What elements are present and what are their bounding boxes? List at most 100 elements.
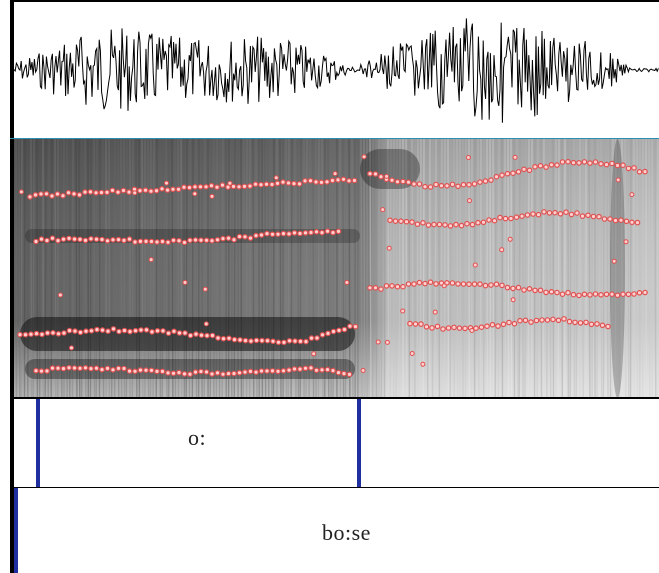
formant-marker [438, 182, 445, 189]
waveform-panel[interactable] [0, 0, 659, 139]
formant-marker [148, 367, 155, 374]
interval-label[interactable]: o: [188, 425, 207, 450]
striation [152, 139, 155, 398]
formant-marker [499, 282, 505, 289]
formant-marker [532, 287, 538, 294]
formant-marker [55, 237, 61, 244]
formant-marker [405, 281, 412, 287]
formant-marker [236, 183, 242, 190]
formant-marker [477, 281, 483, 287]
spectrogram-plot[interactable] [0, 139, 659, 398]
formant-marker [192, 191, 198, 197]
striation [513, 139, 516, 398]
formant-marker [116, 328, 122, 335]
formant-marker [192, 183, 198, 190]
formant-marker [263, 181, 270, 188]
formant-marker [482, 282, 489, 289]
formant-marker [398, 218, 404, 225]
formant-marker [231, 236, 237, 243]
interval-label[interactable]: bo:se [322, 520, 371, 545]
interval-boundary[interactable] [357, 398, 361, 488]
striation [252, 139, 255, 398]
formant-marker [611, 258, 617, 264]
formant-marker [609, 291, 615, 298]
top-border [10, 0, 659, 2]
formant-marker [436, 221, 443, 228]
spectrogram-panel[interactable] [0, 139, 659, 398]
formant-marker [372, 285, 379, 291]
formant-marker [642, 168, 648, 175]
formant-band [610, 139, 625, 398]
formant-marker [38, 368, 45, 374]
formant-marker [121, 327, 128, 334]
formant-marker [318, 179, 325, 186]
striation [518, 139, 521, 398]
formant-marker [126, 189, 132, 195]
formant-marker [499, 172, 505, 179]
formant-marker [313, 229, 320, 235]
striation [602, 139, 605, 398]
formant-marker [143, 327, 150, 333]
interval-boundary[interactable] [14, 488, 18, 573]
formant-marker [154, 239, 160, 245]
formant-marker [209, 371, 215, 377]
striation [191, 139, 194, 398]
formant-marker [444, 182, 450, 189]
formant-marker [60, 236, 67, 243]
striation [611, 139, 614, 398]
interval-tier-2[interactable]: bo:se [0, 488, 659, 573]
formant-marker [636, 290, 643, 296]
formant-marker [164, 187, 171, 193]
striation [524, 139, 527, 398]
formant-marker [409, 219, 415, 225]
formant-marker [614, 162, 621, 169]
formant-marker [570, 159, 577, 166]
formant-marker [197, 183, 204, 190]
interval-tier-1[interactable]: o: [0, 398, 659, 488]
formant-marker [533, 317, 540, 324]
formant-marker [225, 370, 232, 377]
striation [117, 139, 120, 398]
formant-marker [115, 189, 121, 196]
formant-marker [341, 370, 347, 377]
striation [242, 139, 245, 398]
formant-marker [394, 178, 401, 185]
formant-marker [634, 219, 641, 226]
formant-marker [269, 368, 276, 374]
striation [161, 139, 164, 398]
formant-marker [132, 368, 138, 375]
formant-marker [33, 238, 39, 245]
formant-marker [548, 161, 555, 168]
formant-marker [400, 283, 406, 290]
striation [627, 139, 630, 398]
formant-marker [94, 326, 100, 333]
formant-marker [319, 229, 325, 236]
formant-marker [403, 218, 410, 225]
formant-marker [247, 368, 254, 375]
formant-marker [170, 370, 177, 377]
formant-marker [629, 192, 635, 198]
striation [456, 139, 459, 398]
striation [540, 139, 543, 398]
striation [614, 139, 617, 398]
formant-marker [57, 292, 63, 298]
formant-marker [182, 280, 188, 285]
striation [351, 139, 354, 398]
formant-marker [429, 325, 435, 331]
formant-marker [181, 184, 187, 191]
formant-marker [566, 318, 573, 325]
formant-marker [378, 173, 384, 180]
waveform-plot[interactable] [0, 0, 659, 139]
interval-boundary[interactable] [36, 398, 40, 488]
formant-marker [587, 292, 593, 298]
striation [449, 139, 452, 398]
formant-marker [66, 364, 72, 371]
striation [155, 139, 158, 398]
striation [203, 139, 206, 398]
formant-marker [583, 319, 589, 326]
formant-marker [308, 335, 315, 341]
formant-marker [442, 222, 448, 228]
formant-marker [154, 368, 160, 375]
formant-marker [104, 365, 111, 372]
